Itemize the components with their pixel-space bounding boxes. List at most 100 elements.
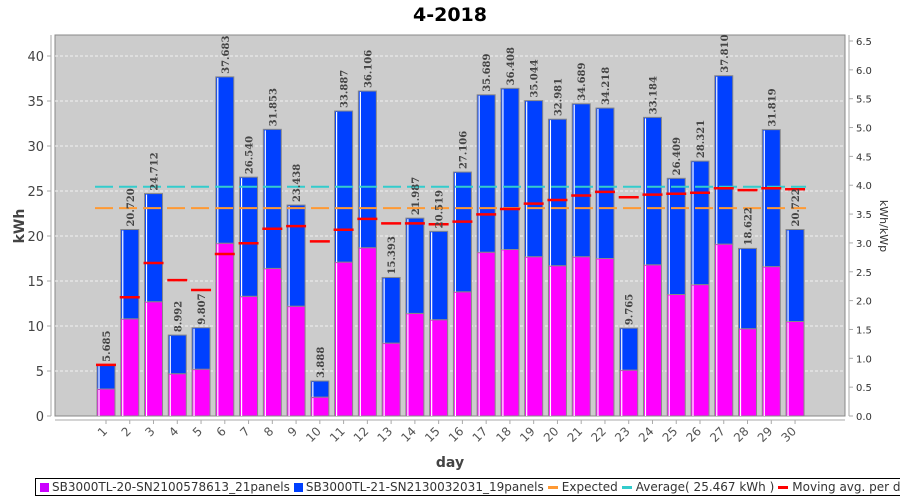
bar-series-2 — [120, 229, 140, 320]
bar-series-1 — [714, 243, 734, 417]
data-label: 26.540 — [245, 136, 256, 174]
reference-lines — [95, 185, 807, 210]
bar-series-2 — [262, 128, 282, 269]
bar-series-2 — [239, 176, 259, 297]
bar-series-1 — [310, 396, 330, 417]
legend: SB3000TL-20-SN2100578613_21panels SB3000… — [35, 478, 900, 496]
data-label: 20.519 — [435, 190, 446, 228]
x-tick-label: 26 — [683, 424, 704, 445]
bar-series-2 — [357, 90, 377, 249]
bar-series-1 — [524, 256, 544, 417]
y-tick-label: 10 — [27, 320, 44, 335]
bar-series-1 — [144, 301, 164, 417]
data-label: 15.393 — [387, 236, 398, 274]
x-tick-label: 15 — [422, 424, 443, 445]
bar-series-1 — [452, 291, 472, 417]
x-tick-label: 28 — [731, 424, 752, 445]
x-tick-label: 25 — [660, 424, 681, 445]
x-tick-label: 21 — [565, 424, 586, 445]
y-right-tick-label: 6.5 — [856, 37, 872, 48]
bar-series-1 — [690, 284, 710, 417]
data-label: 35.044 — [530, 59, 541, 97]
bar-series-1 — [666, 294, 686, 417]
bar-series-2 — [547, 118, 567, 267]
x-tick-label: 5 — [190, 424, 205, 439]
y-right-tick-label: 0.0 — [856, 412, 872, 423]
x-tick-label: 17 — [470, 424, 491, 445]
bar-series-1 — [96, 388, 116, 417]
legend-item-series-1[interactable]: SB3000TL-20-SN2100578613_21panels — [40, 480, 290, 494]
legend-label: Expected — [561, 480, 618, 494]
x-tick-label: 23 — [612, 424, 633, 445]
bar-series-2 — [215, 76, 235, 244]
x-tick-label: 6 — [214, 424, 229, 439]
bar-series-1 — [381, 342, 401, 417]
data-label: 33.887 — [340, 70, 351, 108]
y-right-tick-label: 6.0 — [856, 66, 872, 77]
x-tick-label: 10 — [303, 424, 324, 445]
bar-series-1 — [215, 242, 235, 417]
y-tick-label: 40 — [27, 50, 44, 65]
legend-swatch-series-2 — [293, 482, 303, 492]
bar-series-2 — [310, 380, 330, 398]
bar-series-1 — [286, 305, 306, 417]
data-label: 9.807 — [197, 293, 208, 324]
y-right-tick-label: 3.0 — [856, 239, 872, 250]
data-label: 21.987 — [411, 177, 422, 215]
x-tick-label: 11 — [327, 424, 348, 445]
bar-series-2 — [761, 129, 781, 268]
data-label: 26.409 — [672, 137, 683, 175]
bar-series-2 — [286, 204, 306, 307]
legend-swatch-moving-avg — [778, 485, 789, 489]
x-tick-label: 12 — [351, 424, 372, 445]
bar-series-1 — [334, 261, 354, 417]
bar-series-2 — [191, 327, 211, 370]
bar-series-2 — [714, 75, 734, 245]
data-label: 32.981 — [553, 78, 564, 116]
data-labels: 5.685 20.720 24.712 8.992 9.807 37.683 26.540 3… — [102, 34, 802, 378]
bar-series-2 — [524, 100, 544, 258]
legend-item-average[interactable]: Average( 25.467 kWh ) — [621, 480, 775, 494]
bar-series-1 — [429, 319, 449, 417]
y-right-tick-label: 5.0 — [856, 124, 872, 135]
x-tick-label: 8 — [261, 424, 276, 439]
legend-item-expected[interactable]: Expected — [547, 480, 618, 494]
bar-series-2 — [571, 103, 591, 258]
bar-series-2 — [167, 334, 187, 375]
x-tick-label: 3 — [142, 424, 157, 439]
y-axis-right-ticks: 0.0 0.5 1.0 1.5 2.0 2.5 3.0 3.5 4.0 4.5 5.0 5.5 6.0 6… — [849, 37, 872, 423]
bar-series-1 — [738, 328, 758, 417]
y-right-tick-label: 2.5 — [856, 268, 872, 279]
data-label: 8.992 — [173, 301, 184, 332]
data-label: 9.765 — [625, 294, 636, 325]
y-tick-label: 30 — [27, 140, 44, 155]
y-tick-label: 5 — [36, 365, 44, 380]
bar-series-1 — [785, 321, 805, 417]
data-label: 18.622 — [744, 207, 755, 245]
legend-label: Average( 25.467 kWh ) — [635, 480, 775, 494]
bar-series-1 — [619, 369, 639, 417]
bar-series-1 — [571, 256, 591, 417]
bar-series-1 — [476, 251, 496, 417]
y-tick-label: 25 — [27, 185, 44, 200]
x-tick-label: 13 — [375, 424, 396, 445]
data-label: 37.810 — [720, 34, 731, 72]
data-label: 24.712 — [150, 152, 161, 190]
x-tick-label: 14 — [398, 424, 419, 445]
data-label: 31.819 — [767, 88, 778, 126]
legend-item-series-2[interactable]: SB3000TL-21-SN2130032031_19panels — [293, 480, 544, 494]
x-tick-label: 22 — [588, 424, 609, 445]
bar-series-1 — [167, 373, 187, 417]
bar-series-1 — [262, 267, 282, 417]
data-label: 31.853 — [268, 88, 279, 126]
legend-item-moving-avg[interactable]: Moving avg. per day. — [778, 480, 900, 494]
x-tick-label: 27 — [707, 424, 728, 445]
data-label: 27.106 — [458, 131, 469, 169]
x-tick-label: 2 — [119, 424, 134, 439]
legend-swatch-average — [621, 485, 632, 489]
y-tick-label: 0 — [36, 410, 44, 425]
bar-series-2 — [429, 230, 449, 321]
y-right-tick-label: 1.0 — [856, 354, 872, 365]
data-label: 34.689 — [577, 62, 588, 100]
